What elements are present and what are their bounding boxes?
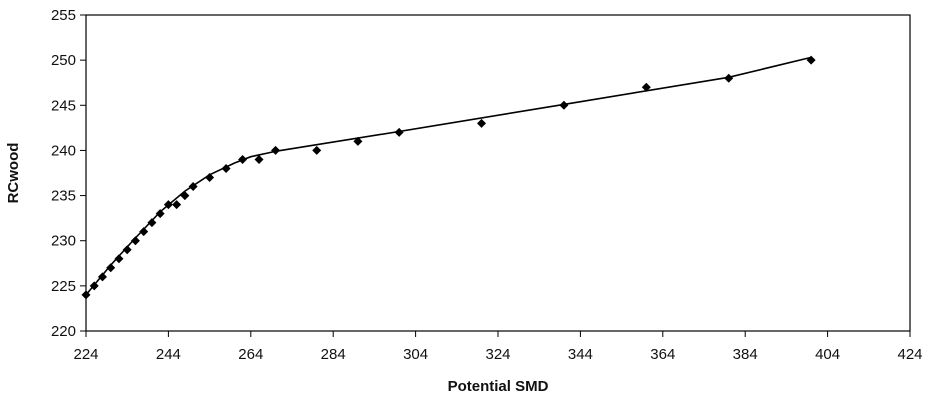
data-point [122, 245, 132, 255]
data-point [114, 254, 124, 264]
data-point [188, 182, 198, 192]
y-tick-label: 230 [51, 233, 76, 250]
data-points [81, 55, 816, 300]
data-point [172, 200, 182, 210]
x-tick-label: 284 [321, 346, 346, 363]
x-tick-label: 224 [73, 346, 98, 363]
data-point [106, 263, 116, 273]
x-tick-label: 264 [238, 346, 263, 363]
y-tick-label: 240 [51, 142, 76, 159]
data-point [641, 82, 651, 92]
data-point [312, 145, 322, 155]
x-tick-label: 364 [650, 346, 675, 363]
y-tick-label: 250 [51, 52, 76, 69]
x-tick-label: 344 [568, 346, 593, 363]
data-point [394, 127, 404, 137]
data-point [163, 200, 173, 210]
y-tick-label: 235 [51, 188, 76, 205]
x-tick-label: 424 [897, 346, 922, 363]
plot-area [85, 14, 911, 332]
data-point [97, 272, 107, 282]
data-point [238, 154, 248, 164]
data-point [353, 136, 363, 146]
data-point [724, 73, 734, 83]
data-point [205, 173, 215, 183]
x-tick-label: 324 [485, 346, 510, 363]
x-tick-label: 304 [403, 346, 428, 363]
data-point [221, 163, 231, 173]
data-point [139, 227, 149, 237]
data-point [155, 209, 165, 219]
data-point [89, 281, 99, 291]
x-axis: 224 244 264 284 304 324 344 364 384 404 424 [73, 331, 923, 363]
y-axis-title: RCwood [5, 143, 22, 204]
data-point [130, 236, 140, 246]
y-tick-label: 225 [51, 278, 76, 295]
x-tick-label: 404 [815, 346, 840, 363]
y-tick-label: 245 [51, 97, 76, 114]
y-tick-label: 220 [51, 323, 76, 340]
x-axis-title: Potential SMD [448, 378, 549, 395]
data-point [477, 118, 487, 128]
data-point [81, 290, 91, 300]
x-tick-label: 384 [733, 346, 758, 363]
data-point [559, 100, 569, 110]
data-point [271, 145, 281, 155]
x-tick-label: 244 [156, 346, 181, 363]
data-point [254, 154, 264, 164]
plot-frame [85, 14, 911, 332]
data-point [180, 191, 190, 201]
data-point [147, 218, 157, 228]
data-point [806, 55, 816, 65]
y-tick-label: 255 [51, 7, 76, 24]
y-axis: 220 225 230 235 240 245 250 255 [51, 7, 86, 340]
